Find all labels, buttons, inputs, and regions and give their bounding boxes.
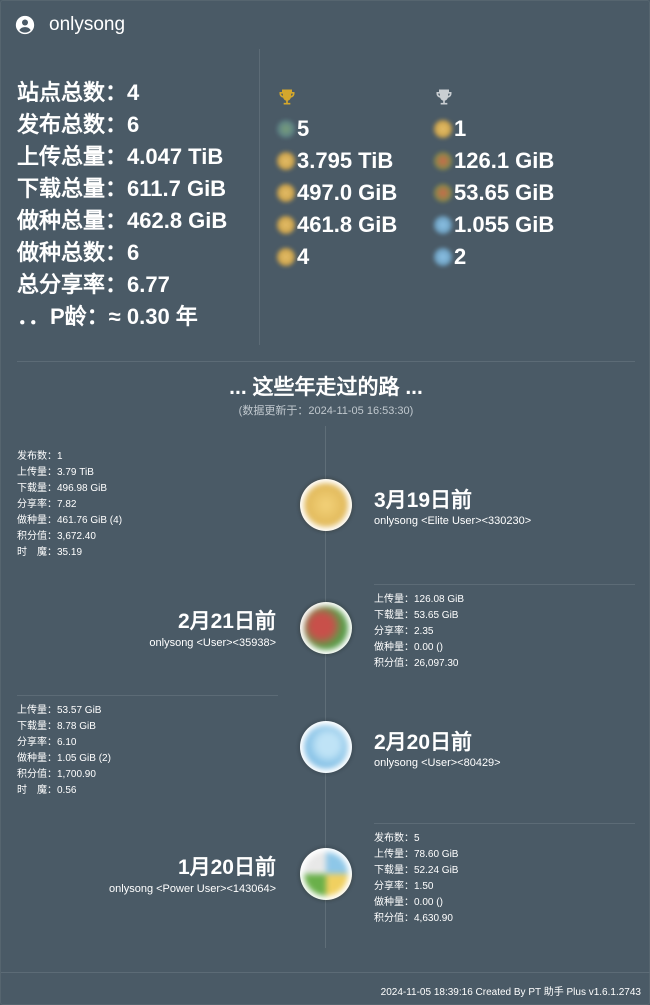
entry-2-site-icon xyxy=(300,602,352,654)
first-downloaded: 497.0 GiB xyxy=(297,180,398,205)
footer-divider xyxy=(1,972,650,973)
second-downloaded: 53.65 GiB xyxy=(454,180,555,205)
top-sites-second: 1 126.1 GiB 53.65 GiB 1.055 GiB 2 xyxy=(434,81,554,273)
site-logo-icon xyxy=(277,184,295,202)
top-sites-first: 5 3.795 TiB 497.0 GiB 461.8 GiB 4 xyxy=(277,81,397,273)
entry-divider xyxy=(374,584,635,585)
site-logo-icon xyxy=(434,216,452,234)
first-published: 5 xyxy=(297,116,310,141)
entry-2-ago: 2月21日前 xyxy=(177,610,276,633)
entry-1-details: 发布数：1 上传量：3.79 TiB 下载量：496.98 GiB 分享率：7.… xyxy=(17,451,123,558)
site-logo-icon xyxy=(277,152,295,170)
stat-downloaded: 下载总量：611.7 GiB xyxy=(17,176,227,201)
account-circle-icon xyxy=(15,15,35,35)
section-divider xyxy=(17,361,635,362)
site-logo-icon xyxy=(434,184,452,202)
entry-1-ago: 3月19日前 xyxy=(374,489,473,512)
second-seeding-size: 1.055 GiB xyxy=(454,212,555,237)
entry-3-site-icon xyxy=(300,721,352,773)
username: onlysong xyxy=(49,14,126,35)
entry-divider xyxy=(17,695,278,696)
stat-seeding-size: 做种总量：462.8 GiB xyxy=(17,208,228,233)
footer-credit: 2024-11-05 18:39:16 Created By PT 助手 Plu… xyxy=(380,987,641,998)
gold-trophy-icon xyxy=(279,89,295,105)
timeline-title: ... 这些年走过的路 ... xyxy=(229,376,423,399)
entry-4-ago: 1月20日前 xyxy=(177,856,276,879)
first-seeding-size: 461.8 GiB xyxy=(297,212,398,237)
timeline-updated: (数据更新于：2024-11-05 16:53:30) xyxy=(238,405,414,417)
second-seeding-count: 2 xyxy=(454,244,467,269)
silver-trophy-icon xyxy=(436,89,452,105)
site-logo-icon xyxy=(277,216,295,234)
entry-3-user: onlysong <User><80429> xyxy=(374,757,501,769)
site-logo-icon xyxy=(277,120,295,138)
entry-1-site-icon xyxy=(300,479,352,531)
entry-3-details: 上传量：53.57 GiB 下载量：8.78 GiB 分享率：6.10 做种量：… xyxy=(17,705,111,796)
entry-divider xyxy=(374,823,635,824)
second-published: 1 xyxy=(454,116,467,141)
entry-2-user: onlysong <User><35938> xyxy=(149,637,276,649)
site-logo-icon xyxy=(434,120,452,138)
entry-4-details: 发布数：5 上传量：78.60 GiB 下载量：52.24 GiB 分享率：1.… xyxy=(374,833,459,924)
site-logo-icon xyxy=(434,248,452,266)
site-logo-icon xyxy=(434,152,452,170)
first-seeding-count: 4 xyxy=(297,244,310,269)
entry-4-site-icon xyxy=(300,848,352,900)
stat-ratio: 总分享率：6.77 xyxy=(17,272,170,297)
first-uploaded: 3.795 TiB xyxy=(297,148,394,173)
entry-4-user: onlysong <Power User><143064> xyxy=(109,883,276,895)
entry-3-ago: 2月20日前 xyxy=(374,731,473,754)
user-header: onlysong xyxy=(15,13,125,37)
entry-2-details: 上传量：126.08 GiB 下载量：53.65 GiB 分享率：2.35 做种… xyxy=(374,594,465,669)
entry-1-user: onlysong <Elite User><330230> xyxy=(374,515,532,527)
site-logo-icon xyxy=(277,248,295,266)
stat-uploaded: 上传总量：4.047 TiB xyxy=(17,144,224,169)
timeline-axis xyxy=(325,426,326,948)
second-uploaded: 126.1 GiB xyxy=(454,148,555,173)
stat-account-age: ．．P龄：≈ 0.30 年 xyxy=(17,304,198,329)
stat-seeding-count: 做种总数：6 xyxy=(17,240,140,265)
summary-stats: 站点总数：4 发布总数：6 上传总量：4.047 TiB 下载总量：611.7 … xyxy=(17,77,227,333)
vertical-divider xyxy=(259,49,260,345)
stat-published: 发布总数：6 xyxy=(17,112,140,137)
stat-site-count: 站点总数：4 xyxy=(17,80,140,105)
